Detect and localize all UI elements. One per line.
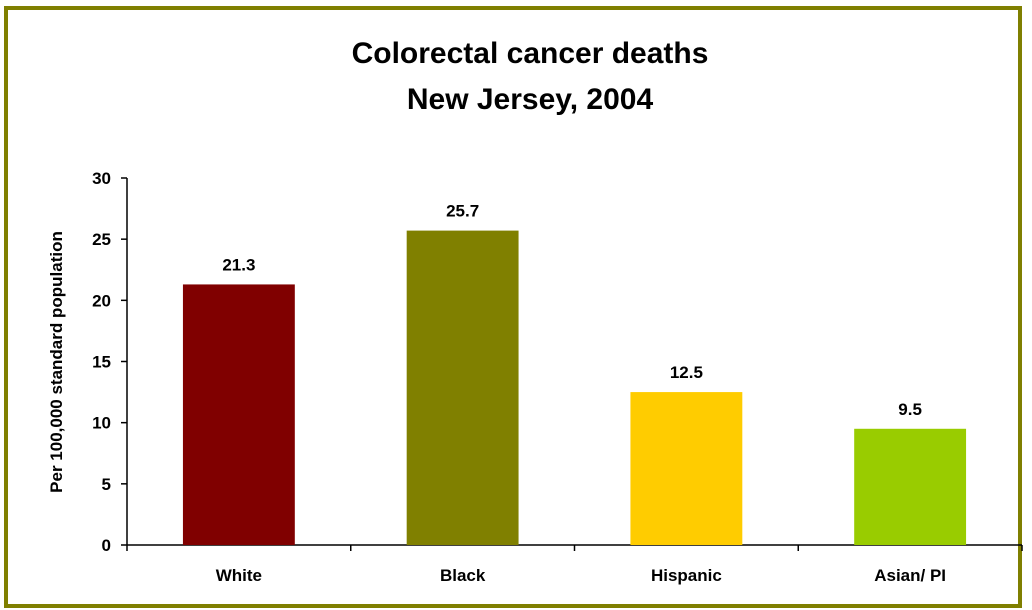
bars bbox=[182, 230, 967, 545]
x-tick-label: Black bbox=[440, 566, 486, 585]
y-tick-label: 10 bbox=[92, 414, 111, 433]
y-axis-label: Per 100,000 standard population bbox=[47, 231, 66, 493]
data-label: 25.7 bbox=[446, 202, 479, 221]
x-tick-label: Hispanic bbox=[651, 566, 722, 585]
bar-white bbox=[182, 284, 295, 545]
y-tick-label: 15 bbox=[92, 353, 111, 372]
y-tick-label: 25 bbox=[92, 230, 111, 249]
chart-title-line-1: Colorectal cancer deaths bbox=[352, 37, 709, 70]
y-tick-label: 20 bbox=[92, 291, 111, 310]
bar-black bbox=[406, 230, 519, 545]
y-tick-label: 30 bbox=[92, 169, 111, 188]
x-tick-label: Asian/ PI bbox=[874, 566, 946, 585]
data-label: 12.5 bbox=[670, 363, 703, 382]
value-labels: 21.3 White 25.7 Black 12.5 Hispanic 9.5 Asian/ … bbox=[216, 202, 946, 585]
x-tick-label: White bbox=[216, 566, 262, 585]
y-tick-label: 0 bbox=[102, 536, 111, 555]
bar-asian-pi bbox=[854, 428, 967, 545]
chart-title: Colorectal cancer deaths New Jersey, 200… bbox=[352, 37, 709, 116]
chart-title-line-2: New Jersey, 2004 bbox=[407, 83, 654, 116]
bar-hispanic bbox=[630, 392, 743, 545]
data-label: 9.5 bbox=[898, 400, 922, 419]
data-label: 21.3 bbox=[222, 255, 255, 274]
y-tick-label: 5 bbox=[102, 475, 111, 494]
